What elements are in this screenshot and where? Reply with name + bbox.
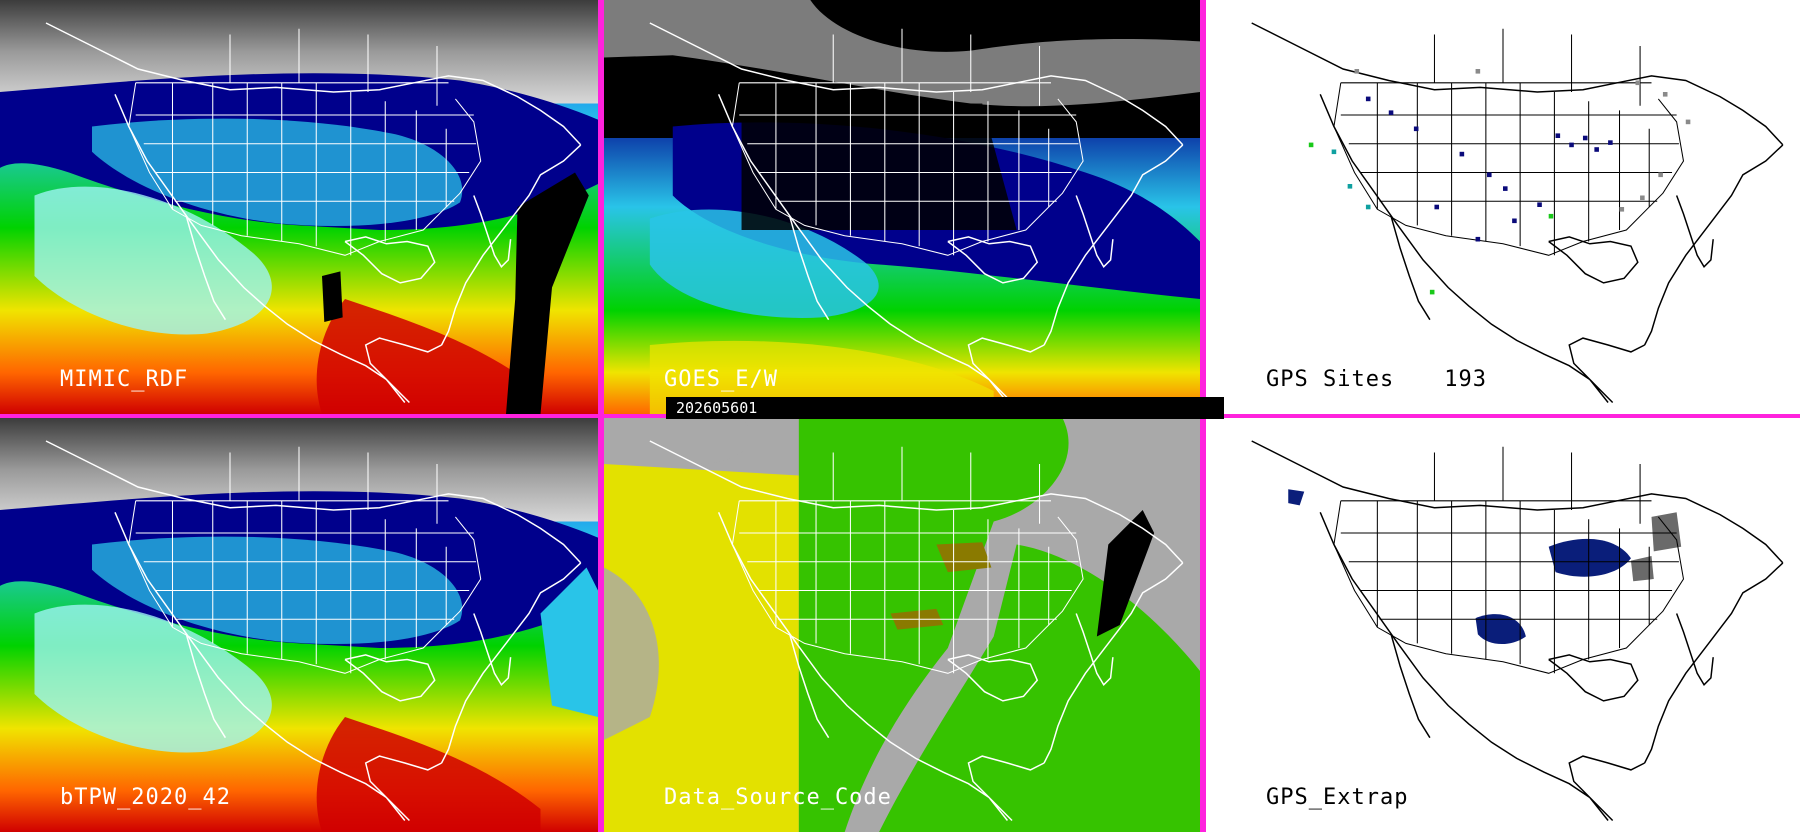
map-panel-gps-extrap: GPS_Extrap	[1206, 418, 1800, 832]
gps-sites-count: 193	[1444, 367, 1487, 392]
panel-label-gps-extrap: GPS_Extrap	[1266, 785, 1409, 810]
map-panel-mimic: MIMIC_RDF	[0, 0, 598, 414]
gps-sites-map	[1206, 0, 1800, 414]
gps-extrap-map	[1206, 418, 1800, 832]
goes-tpw-map	[604, 0, 1200, 414]
gps-site-markers	[1308, 69, 1691, 295]
map-panel-goes: GOES_E/W	[604, 0, 1200, 414]
panel-label-data-source: Data_Source_Code	[664, 785, 892, 810]
timestamp-banner: 202605601	[666, 397, 1224, 419]
panel-label-goes: GOES_E/W	[664, 367, 778, 392]
gps-sites-label: GPS Sites	[1266, 367, 1395, 392]
map-panel-data-source: Data_Source_Code	[604, 418, 1200, 832]
blended-tpw-map	[0, 418, 598, 832]
data-source-map	[604, 418, 1200, 832]
tpw-map	[0, 0, 598, 414]
panel-label-btpw: bTPW_2020_42	[60, 785, 231, 810]
panel-label-gps-sites: GPS Sites 193	[1266, 367, 1487, 392]
panel-label-mimic: MIMIC_RDF	[60, 367, 189, 392]
map-panel-btpw: bTPW_2020_42	[0, 418, 598, 832]
map-panel-gps-sites: GPS Sites 193	[1206, 0, 1800, 414]
